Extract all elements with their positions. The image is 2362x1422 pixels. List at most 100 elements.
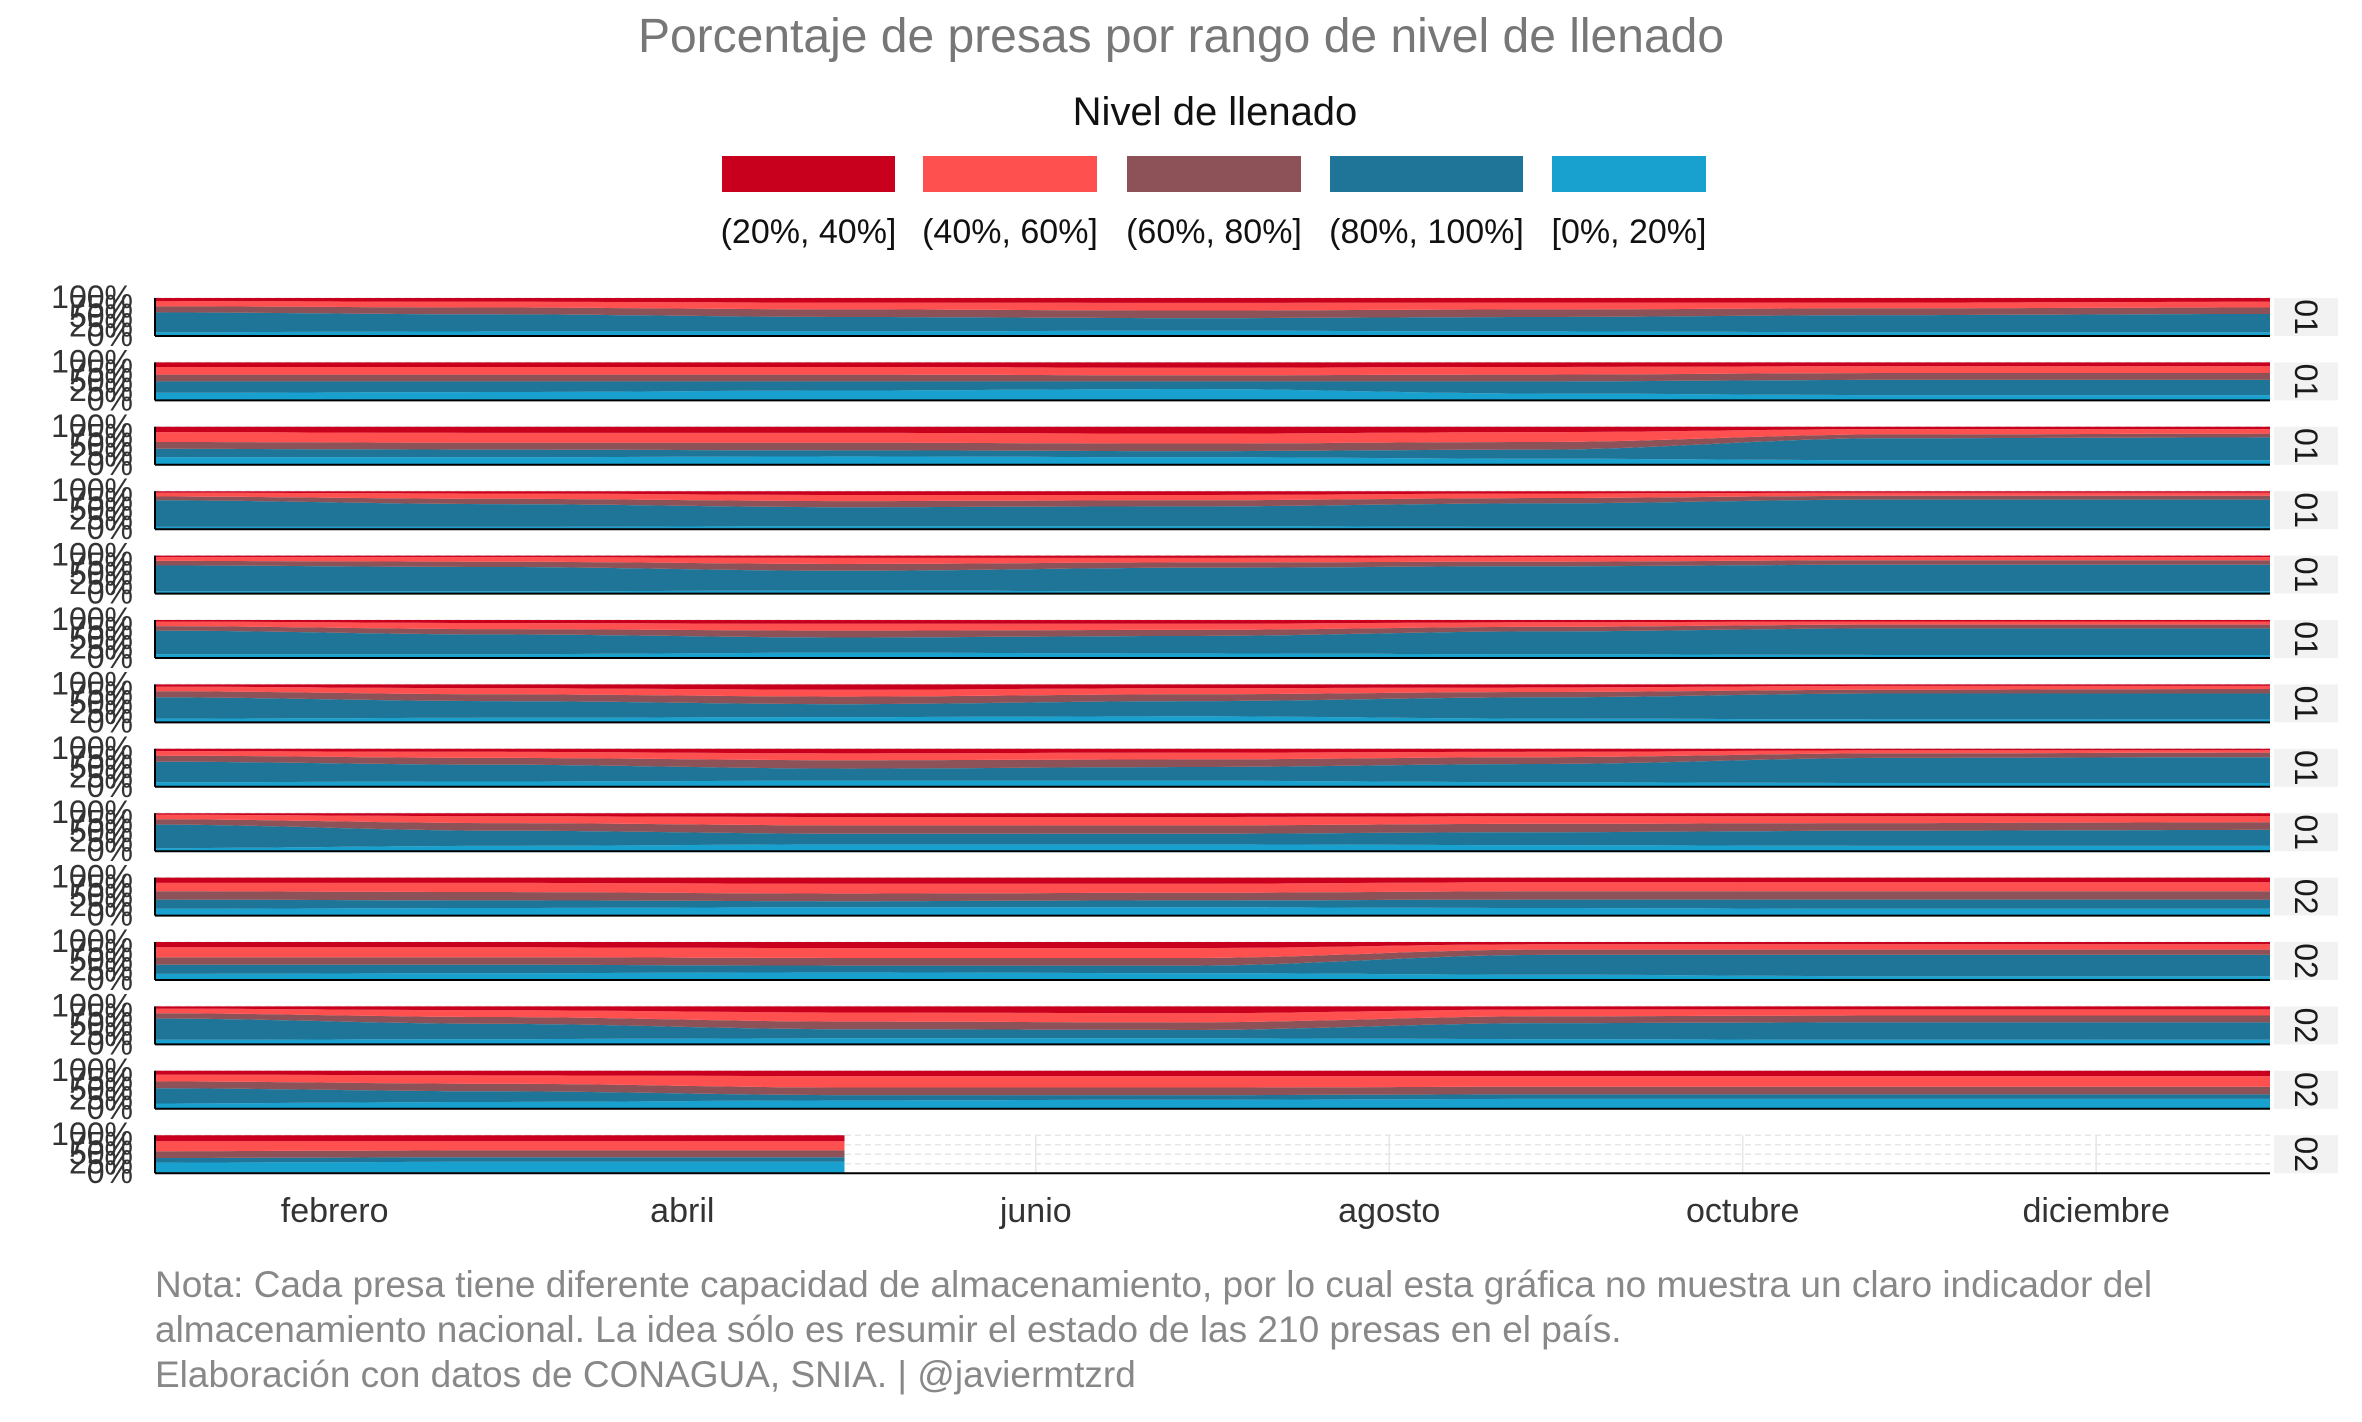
area-20-40 (155, 298, 2270, 303)
area-0-20 (155, 780, 2270, 787)
facet-strip-label: 02 (2288, 1008, 2324, 1044)
area-20-40 (155, 877, 2270, 884)
area-60-80 (155, 752, 2270, 769)
area-80-100 (155, 1157, 845, 1163)
caption-line: Elaboración con datos de CONAGUA, SNIA. … (155, 1354, 1136, 1395)
y-tick-label: 50% (69, 491, 133, 527)
y-tick-label: 75% (69, 1126, 133, 1162)
facet-strip-label: 01 (2288, 364, 2324, 400)
area-20-40 (155, 1135, 845, 1142)
y-tick-label: 50% (69, 556, 133, 592)
facet-strip (2274, 298, 2338, 336)
facet-strip (2274, 555, 2338, 594)
area-60-80 (155, 891, 2270, 902)
y-tick-label: 25% (69, 887, 133, 923)
area-0-20 (155, 652, 2270, 658)
area-40-60 (155, 814, 2270, 826)
area-0-20 (155, 1038, 2270, 1045)
area-60-80 (155, 819, 2270, 834)
area-60-80 (155, 949, 2270, 966)
y-tick-label: 50% (69, 942, 133, 978)
facet-strip-label: 01 (2288, 299, 2324, 335)
area-80-100 (155, 1018, 2270, 1040)
x-tick-label-abril: abril (650, 1192, 714, 1230)
area-20-40 (155, 491, 2270, 495)
chart-title: Porcentaje de presas por rango de nivel … (638, 10, 1724, 63)
area-80-100 (155, 824, 2270, 849)
facet-strip-label: 01 (2288, 428, 2324, 464)
y-tick-label: 0% (87, 1025, 133, 1061)
caption-line: Nota: Cada presa tiene diferente capacid… (155, 1264, 2152, 1305)
area-80-100 (155, 437, 2270, 461)
facet-strip (2274, 877, 2338, 916)
area-60-80 (155, 433, 2270, 452)
y-tick-label: 25% (69, 565, 133, 601)
y-tick-label: 25% (69, 1016, 133, 1052)
area-0-20 (155, 1098, 2270, 1109)
legend-swatch-0-20 (1552, 156, 1706, 192)
legend-label-60-80: (60%, 80%] (1126, 213, 1302, 251)
area-20-40 (155, 684, 2270, 690)
area-40-60 (155, 1008, 2270, 1023)
y-tick-label: 25% (69, 952, 133, 988)
facet-strip (2274, 362, 2338, 401)
y-tick-label: 0% (87, 897, 133, 933)
facet-strip (2274, 1070, 2338, 1109)
facet-strip (2274, 1135, 2338, 1174)
area-60-80 (155, 1081, 2270, 1096)
legend-label-20-40: (20%, 40%] (721, 213, 897, 251)
y-tick-label: 50% (69, 1006, 133, 1042)
area-0-20 (155, 389, 2270, 401)
y-tick-label: 100% (51, 1116, 133, 1152)
area-20-40 (155, 362, 2270, 368)
y-tick-label: 75% (69, 417, 133, 453)
facet-strip (2274, 1006, 2338, 1045)
area-0-20 (155, 716, 2270, 723)
facet-strip-label: 02 (2288, 879, 2324, 915)
y-tick-label: 50% (69, 1135, 133, 1171)
y-tick-label: 100% (51, 730, 133, 766)
area-0-20 (155, 456, 2270, 465)
y-tick-label: 75% (69, 611, 133, 647)
caption-line: almacenamiento nacional. La idea sólo es… (155, 1309, 1622, 1350)
facet-strip-label: 01 (2288, 686, 2324, 722)
area-20-40 (155, 813, 2270, 817)
area-80-100 (155, 757, 2270, 783)
area-0-20 (155, 907, 2270, 916)
facet-strip-label: 02 (2288, 943, 2324, 979)
area-0-20 (155, 1161, 845, 1174)
y-tick-label: 0% (87, 510, 133, 546)
area-60-80 (155, 306, 2270, 319)
y-tick-label: 0% (87, 639, 133, 675)
area-20-40 (155, 555, 2270, 558)
area-40-60 (155, 882, 2270, 894)
y-tick-label: 100% (51, 987, 133, 1023)
facet-strip (2274, 813, 2338, 852)
y-tick-label: 0% (87, 1090, 133, 1126)
facet-strip (2274, 684, 2338, 723)
y-tick-label: 50% (69, 813, 133, 849)
facet-strip (2274, 748, 2338, 787)
facet-strip-label: 01 (2288, 814, 2324, 850)
y-tick-label: 50% (69, 362, 133, 398)
x-tick-label-agosto: agosto (1338, 1192, 1440, 1230)
y-tick-label: 50% (69, 684, 133, 720)
facet-strip-label: 01 (2288, 492, 2324, 528)
y-tick-label: 75% (69, 546, 133, 582)
y-tick-label: 75% (69, 997, 133, 1033)
y-tick-label: 50% (69, 1071, 133, 1107)
facet-strip (2274, 491, 2338, 530)
y-tick-label: 100% (51, 408, 133, 444)
y-tick-label: 25% (69, 1080, 133, 1116)
area-40-60 (155, 492, 2270, 502)
y-tick-label: 50% (69, 878, 133, 914)
area-60-80 (155, 373, 2270, 382)
area-40-60 (155, 685, 2270, 697)
y-tick-label: 25% (69, 1145, 133, 1181)
y-tick-label: 75% (69, 289, 133, 325)
area-20-40 (155, 942, 2270, 949)
x-tick-label-octubre: octubre (1686, 1192, 1799, 1230)
x-tick-label-diciembre: diciembre (2022, 1192, 2169, 1230)
